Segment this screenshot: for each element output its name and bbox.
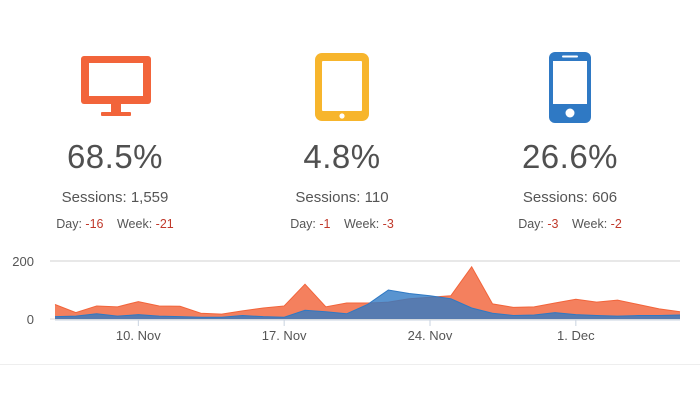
mobile-phone-icon bbox=[549, 52, 591, 123]
x-tick-label: 10. Nov bbox=[116, 328, 161, 343]
week-change: -2 bbox=[610, 217, 622, 231]
tablet-sessions: Sessions: 110 bbox=[232, 189, 452, 206]
desktop-sessions: Sessions: 1,559 bbox=[5, 189, 225, 206]
y-tick-label: 0 bbox=[27, 312, 34, 327]
sessions-value: 110 bbox=[364, 189, 389, 206]
sessions-area-chart: 0 200 10. Nov 17. Nov 24. Nov 1. Dec bbox=[0, 245, 700, 360]
day-change: -3 bbox=[547, 217, 559, 231]
tablet-changes: Day: -1 Week: -3 bbox=[232, 217, 452, 231]
desktop-share-percent: 68.5% bbox=[66, 138, 164, 175]
chart-canvas: 0 200 10. Nov 17. Nov 24. Nov 1. Dec bbox=[12, 254, 681, 343]
sessions-label: Sessions: bbox=[522, 189, 588, 206]
desktop-monitor-icon bbox=[81, 56, 151, 116]
day-label: Day: bbox=[56, 217, 82, 231]
sessions-label: Sessions: bbox=[295, 189, 361, 206]
sessions-value: 606 bbox=[592, 189, 618, 206]
week-label: Week: bbox=[116, 217, 153, 231]
week-label: Week: bbox=[571, 217, 608, 231]
desktop-changes: Day: -16 Week: -21 bbox=[5, 217, 225, 231]
tablet-share-percent: 4.8% bbox=[303, 138, 381, 175]
day-label: Day: bbox=[518, 217, 544, 231]
x-tick-label: 17. Nov bbox=[262, 328, 307, 343]
mobile-changes: Day: -3 Week: -2 bbox=[460, 217, 680, 231]
week-change: -21 bbox=[155, 217, 174, 231]
day-change: -16 bbox=[85, 217, 104, 231]
footer-divider bbox=[0, 364, 700, 365]
mobile-sessions: Sessions: 606 bbox=[460, 189, 680, 206]
day-change: -1 bbox=[319, 217, 331, 231]
device-stats: 68.5% Sessions: 1,559 Day: -16 Week: -21… bbox=[5, 52, 680, 231]
tablet-icon bbox=[315, 53, 369, 121]
sessions-label: Sessions: bbox=[61, 189, 127, 206]
x-tick-label: 24. Nov bbox=[408, 328, 453, 343]
series-line-1 bbox=[54, 289, 681, 318]
week-change: -3 bbox=[382, 217, 394, 231]
week-label: Week: bbox=[343, 217, 380, 231]
y-tick-label: 200 bbox=[12, 254, 34, 269]
x-tick-label: 1. Dec bbox=[557, 328, 595, 343]
day-label: Day: bbox=[290, 217, 316, 231]
mobile-share-percent: 26.6% bbox=[521, 138, 619, 175]
sessions-value: 1,559 bbox=[130, 189, 169, 206]
series-line-0 bbox=[54, 265, 681, 315]
